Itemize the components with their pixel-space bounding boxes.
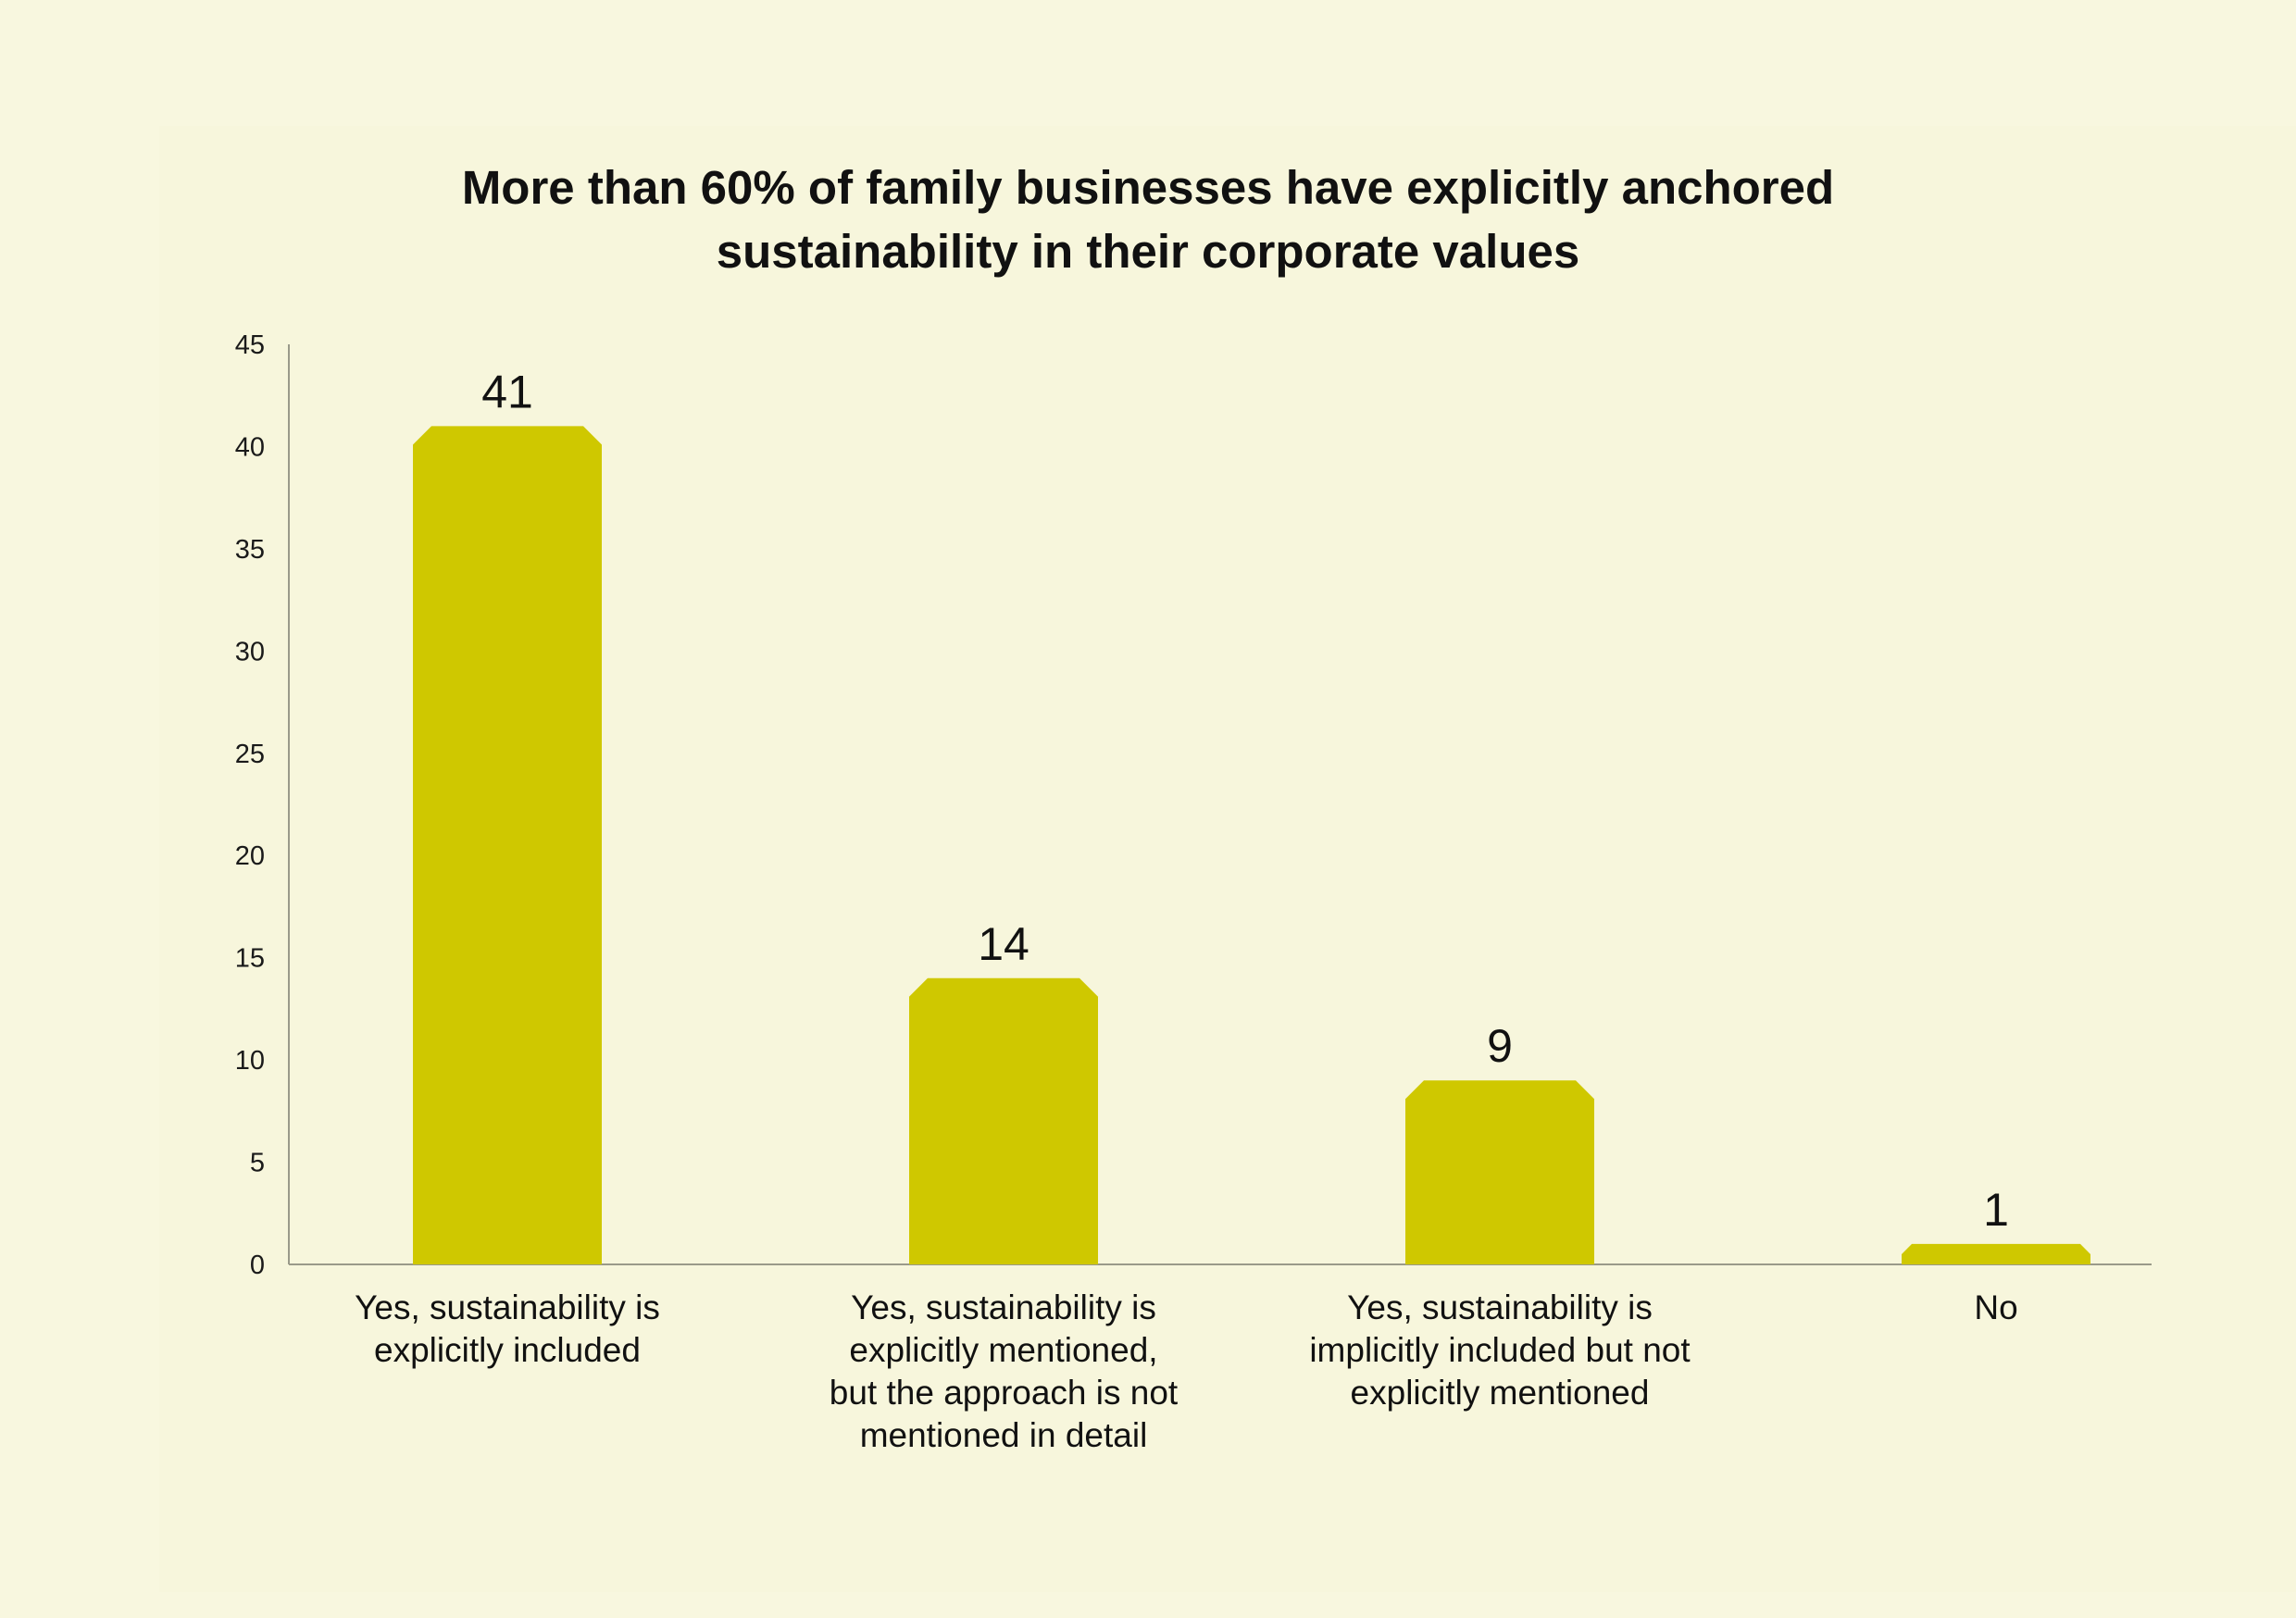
y-tick-label: 0	[250, 1251, 265, 1280]
category-labels: Yes, sustainability is explicitly include…	[355, 1288, 2018, 1454]
category-label-line: implicitly included but not	[1309, 1331, 1691, 1369]
y-tick-label: 5	[250, 1149, 265, 1178]
bar	[1902, 1243, 2090, 1264]
bar	[1405, 1080, 1594, 1264]
category-label: Yes, sustainability is explicitly include…	[355, 1288, 660, 1369]
category-label-line: explicitly mentioned,	[849, 1331, 1157, 1369]
y-tick-label: 45	[235, 330, 265, 360]
y-tick-label: 30	[235, 637, 265, 666]
bar	[413, 426, 602, 1264]
chart-title-line-1: More than 60% of family businesses have …	[461, 161, 1835, 214]
category-label-line: No	[1974, 1288, 2017, 1326]
category-label-line: Yes, sustainability is	[1347, 1288, 1653, 1326]
data-labels: 41 14 9 1	[481, 366, 2009, 1236]
y-tick-label: 35	[235, 535, 265, 565]
category-label-line: explicitly included	[374, 1331, 641, 1369]
bar-value-label: 9	[1487, 1020, 1513, 1072]
category-label: Yes, sustainability is implicitly include…	[1309, 1288, 1691, 1412]
bar-value-label: 14	[978, 918, 1029, 970]
chart-title-line-2: sustainability in their corporate values	[716, 225, 1580, 278]
category-label-line: explicitly mentioned	[1351, 1374, 1650, 1412]
y-tick-label: 15	[235, 944, 265, 974]
bar-series	[413, 426, 2090, 1264]
category-label: No	[1974, 1288, 2017, 1326]
y-tick-label: 40	[235, 432, 265, 462]
category-label-line: mentioned in detail	[860, 1416, 1148, 1454]
chart-title: More than 60% of family businesses have …	[0, 156, 2296, 283]
y-tick-label: 25	[235, 740, 265, 769]
bar-value-label: 1	[1983, 1184, 2009, 1236]
category-label-line: Yes, sustainability is	[851, 1288, 1156, 1326]
category-label: Yes, sustainability is explicitly mention…	[830, 1288, 1179, 1454]
y-axis-ticks: 0 5 10 15 20 25 30 35 40 45	[235, 330, 265, 1280]
category-label-line: but the approach is not	[830, 1374, 1179, 1412]
y-tick-label: 10	[235, 1046, 265, 1076]
y-tick-label: 20	[235, 841, 265, 871]
category-label-line: Yes, sustainability is	[355, 1288, 660, 1326]
bar-value-label: 41	[481, 366, 533, 417]
bar	[909, 977, 1098, 1264]
